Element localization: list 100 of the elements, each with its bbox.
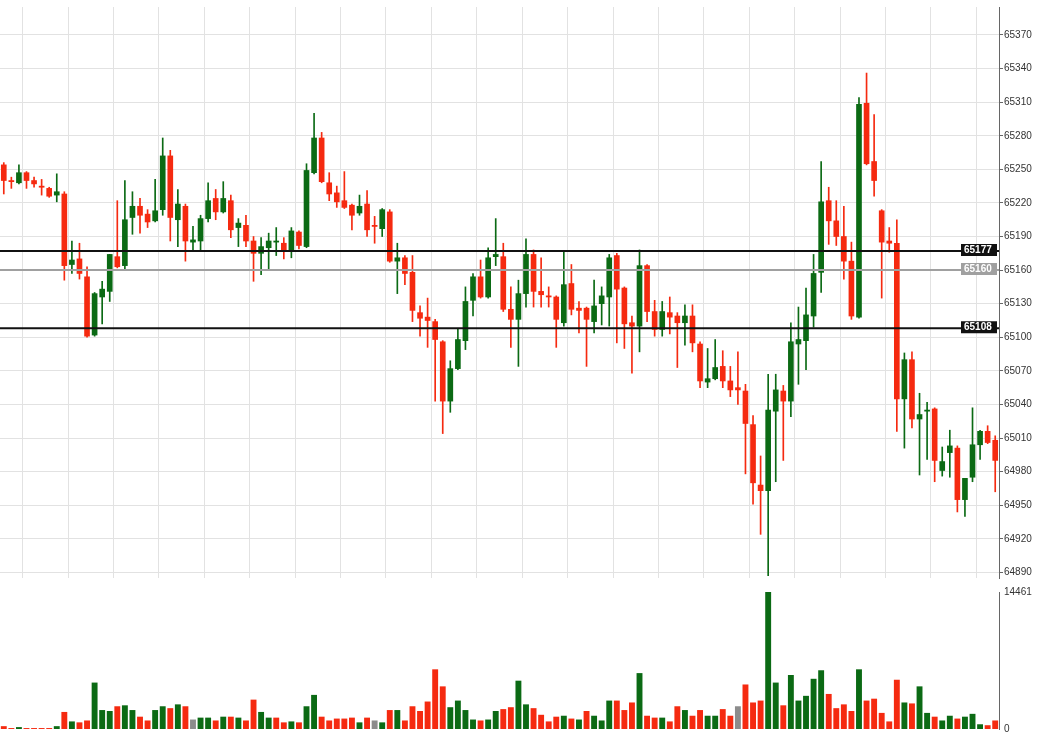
candlestick [735,351,741,405]
bar [568,718,575,729]
bar [265,717,272,729]
bar [348,717,355,729]
bar [750,702,756,729]
bar [651,717,658,729]
bar [628,702,635,729]
y-tick-label: 0 [1004,722,1010,734]
bar [174,704,181,729]
y-tick-label: 65190 [1004,230,1033,242]
bar [659,717,666,729]
bar [61,711,68,729]
candlestick [114,200,121,269]
bar [477,720,484,729]
y-tick-label: 65250 [1004,163,1033,175]
y-tick-label: 65280 [1004,129,1033,141]
bar [576,719,582,729]
bar [507,707,514,729]
y-tick-label: 65370 [1004,28,1033,40]
bar [53,726,60,729]
y-tick-label: 65040 [1004,398,1033,410]
bar [288,721,295,729]
y-tick-label: 64890 [1004,566,1033,578]
bar [644,715,651,729]
y-tick-label: 65160 [1004,263,1033,275]
bar [697,710,704,729]
candlestick [508,286,514,348]
bar [401,720,408,729]
bar [954,718,961,729]
y-tick-label: 65340 [1004,62,1033,74]
candlestick [538,257,544,308]
bar [212,720,219,729]
bar [492,711,499,729]
bar [364,717,371,729]
y-tick-label: 14461 [1004,585,1033,597]
candlestick [772,373,779,483]
bar [84,720,90,729]
bar [591,715,598,729]
candlestick [432,319,438,402]
bar [961,716,968,729]
bar [220,716,227,729]
y-tick-label: 64950 [1004,498,1033,510]
bar [893,679,900,729]
y-tick-label: 65130 [1004,297,1033,309]
bar [295,722,302,729]
bar [523,704,529,729]
y-tick-label: 65310 [1004,95,1033,107]
candlestick [99,280,105,325]
y-tick-label: 64980 [1004,465,1033,477]
bar [311,694,318,729]
ref-line-label: 65177 [964,243,993,255]
bar [167,708,174,729]
bar [273,717,280,729]
bar [356,722,363,729]
bar [757,700,764,729]
bar [901,702,908,729]
bar [379,722,386,729]
bar [470,719,476,729]
bar [734,706,741,729]
bar [417,711,423,729]
candlestick [682,304,688,346]
ref-line-label: 65160 [964,262,993,274]
bar [931,716,938,729]
bar [190,719,196,729]
bar [485,719,492,729]
bar [243,720,249,729]
bar [909,703,915,729]
bar [803,695,809,729]
bar [76,722,83,729]
bar [137,716,143,729]
bar [560,715,567,729]
bar [977,724,984,729]
y-tick-label: 65100 [1004,331,1033,343]
candlestick [780,385,787,461]
y-tick-label: 65220 [1004,196,1033,208]
bar [515,680,522,729]
bar [772,682,779,729]
y-tick-label: 64920 [1004,532,1033,544]
bar [394,710,401,729]
candlestick [53,173,60,203]
candlestick [666,296,673,335]
bar [144,720,151,729]
candlestick [492,218,499,266]
candlestick [924,401,930,460]
bar [280,722,287,729]
candlestick [946,429,953,478]
bar [159,706,166,729]
bar [924,712,931,729]
candlestick [576,301,582,334]
bar [765,592,772,729]
bar [227,716,234,729]
bar [856,669,862,729]
candlestick [871,114,877,197]
y-tick-label: 65070 [1004,364,1033,376]
bar [106,711,113,729]
bar [946,715,953,729]
bar [780,705,787,729]
bar [114,706,121,729]
bar [939,720,946,729]
ref-line-label: 65108 [964,321,993,333]
